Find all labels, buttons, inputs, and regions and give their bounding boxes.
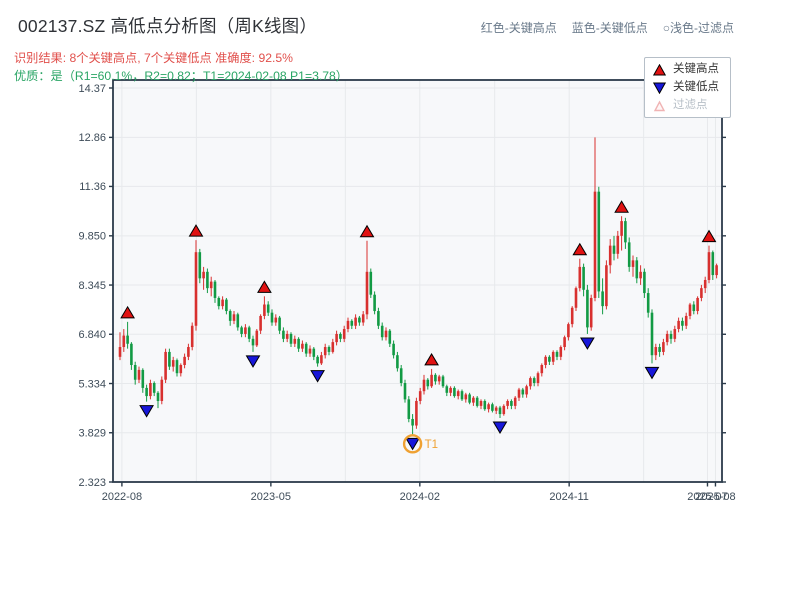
key-low-marker — [245, 355, 261, 368]
key-low-marker — [644, 366, 660, 380]
axes — [109, 79, 726, 487]
svg-text:2024-02: 2024-02 — [400, 491, 440, 503]
svg-text:5.334: 5.334 — [78, 378, 106, 390]
key-point-markers — [120, 200, 717, 451]
key-low-marker — [580, 337, 595, 350]
svg-text:2.323: 2.323 — [78, 477, 106, 489]
svg-text:12.86: 12.86 — [78, 132, 106, 144]
chart-legend: 关键高点 关键低点 过滤点 — [644, 57, 731, 118]
legend-item-filtered: 过滤点 — [653, 100, 722, 112]
key-high-marker — [120, 305, 135, 319]
t1-annotation: T1 — [402, 434, 438, 454]
key-high-marker — [359, 224, 375, 238]
t1-circle — [402, 434, 423, 454]
blue-down-triangle-icon — [653, 82, 666, 94]
svg-text:2024-11: 2024-11 — [549, 491, 589, 503]
legend-item-key-high: 关键高点 — [653, 64, 722, 76]
key-high-marker — [424, 352, 439, 366]
legend-inline-filtered: ○浅色-过滤点 — [662, 21, 734, 35]
candlesticks — [118, 137, 718, 435]
svg-text:11.36: 11.36 — [79, 181, 106, 193]
key-high-marker — [701, 229, 717, 243]
legend-item-label: 关键高点 — [673, 63, 719, 76]
legend-item-label: 过滤点 — [673, 99, 708, 112]
svg-text:8.345: 8.345 — [78, 280, 106, 292]
axis-labels: 14.37 12.86 11.36 9.850 8.345 6.840 5.334 3.829… — [78, 83, 735, 503]
open-triangle-icon — [653, 100, 666, 112]
legend-inline-key-high: 红色-关键高点 — [480, 21, 557, 35]
page-title: 002137.SZ 高低点分析图（周K线图） — [18, 16, 318, 36]
key-high-marker — [572, 242, 588, 256]
svg-text:3.829: 3.829 — [78, 428, 106, 440]
svg-text:2025-07: 2025-07 — [687, 491, 727, 503]
quality-result-text: 优质：是（R1=60.1%，R2=0.82；T1=2024-02-08 P1=3… — [14, 69, 348, 83]
svg-text:2025-08: 2025-08 — [695, 491, 735, 503]
svg-text:14.37: 14.37 — [78, 83, 106, 95]
legend-inline-key-low: 蓝色-关键低点 — [571, 21, 648, 35]
legend-item-key-low: 关键低点 — [653, 82, 722, 94]
svg-text:9.850: 9.850 — [78, 231, 106, 243]
key-high-marker — [614, 200, 629, 213]
red-up-triangle-icon — [653, 64, 666, 76]
recognition-result-text: 识别结果: 8个关键高点, 7个关键低点 准确度: 92.5% — [14, 51, 294, 65]
legend-item-label: 关键低点 — [673, 81, 719, 94]
svg-text:2023-05: 2023-05 — [251, 491, 291, 503]
t1-label: T1 — [425, 439, 438, 451]
key-low-marker — [139, 405, 154, 418]
svg-text:2022-08: 2022-08 — [102, 491, 142, 503]
header-color-legend: 红色-关键高点 蓝色-关键低点 ○浅色-过滤点 — [481, 19, 734, 36]
svg-text:6.840: 6.840 — [78, 329, 106, 341]
key-low-marker — [492, 421, 508, 434]
key-high-marker — [188, 224, 204, 237]
key-low-marker — [405, 437, 420, 451]
key-high-marker — [257, 280, 272, 293]
key-low-marker — [310, 370, 325, 383]
